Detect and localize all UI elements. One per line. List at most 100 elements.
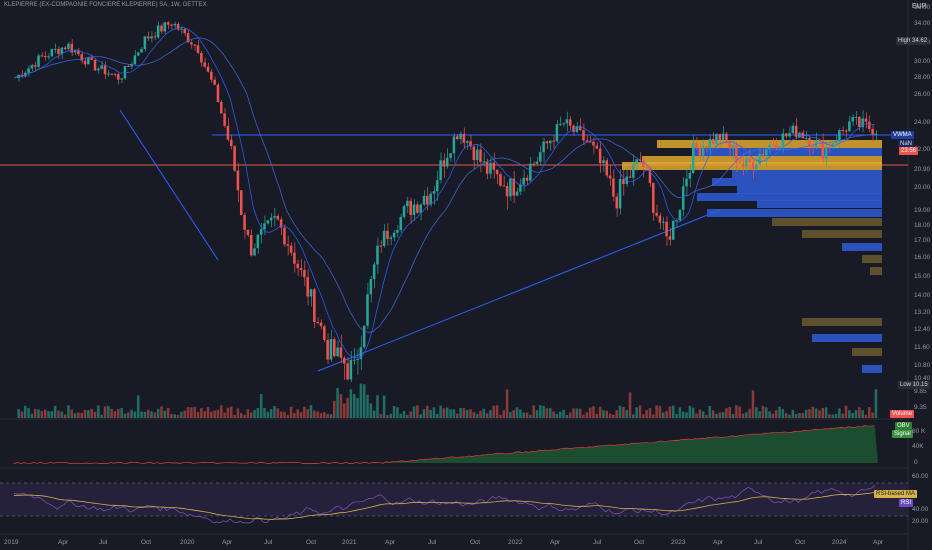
candle-body [688, 172, 692, 179]
candle-body [249, 235, 253, 256]
volume-bar [246, 409, 250, 418]
candle-body [791, 125, 795, 134]
candle-body [163, 22, 167, 32]
volume-bar [711, 410, 715, 418]
currency-label: EUR [912, 3, 927, 10]
volume-bar [256, 407, 260, 418]
candle-body [296, 263, 299, 269]
candle-body [246, 229, 250, 236]
candle-body [143, 36, 147, 49]
volume-bar [778, 406, 781, 418]
candle-body [462, 133, 466, 143]
candle-body [70, 43, 74, 53]
volume-bar [130, 409, 133, 418]
volume-bar [612, 414, 615, 418]
price-tick-label: 34.00 [914, 20, 931, 27]
time-tick-label: Oct [306, 539, 317, 546]
candle-body [33, 65, 37, 67]
volume-bar [808, 409, 811, 418]
volume-bar [306, 409, 309, 418]
high-value: 34.62 [912, 38, 928, 44]
volume-bar [329, 414, 333, 418]
volume-bar [492, 405, 496, 418]
time-tick-label: 2019 [4, 539, 19, 546]
candle-body [210, 71, 213, 80]
candle-body [193, 44, 196, 46]
candle-body [635, 159, 638, 165]
volume-bar [575, 408, 579, 418]
candle-body [389, 237, 393, 239]
price-tick-label: 14.00 [914, 292, 931, 299]
volume-bar [475, 414, 479, 418]
candle-body [37, 55, 40, 67]
volume-bar [741, 413, 745, 418]
candle-body [828, 147, 831, 149]
candle-body [140, 48, 143, 53]
candle-body [701, 146, 705, 156]
candle-body [126, 65, 130, 67]
volume-bar [369, 403, 373, 418]
candle-body [568, 119, 572, 126]
candle-body [499, 174, 502, 186]
volume-bar [485, 413, 489, 418]
candle-body [53, 48, 57, 50]
volume-bar [642, 414, 645, 418]
price-tick-label: 12.40 [914, 326, 931, 333]
candle-body [266, 220, 270, 224]
volume-bar [273, 406, 276, 418]
candle-body [765, 148, 768, 156]
candle-body [595, 145, 599, 149]
volume-bar [851, 413, 854, 418]
support-trendline [317, 209, 721, 372]
candle-body [326, 339, 329, 360]
volume-bar [239, 413, 243, 418]
volume-bar [874, 389, 878, 418]
candle-body [618, 179, 622, 209]
volume-bar [120, 407, 123, 418]
volume-bar [160, 406, 163, 418]
time-tick-label: Apr [222, 539, 233, 546]
volume-bar [429, 409, 432, 418]
candle-body [545, 141, 549, 144]
obv-badge: OBV [895, 422, 912, 430]
volume-bar [771, 413, 775, 418]
volume-bar [838, 408, 841, 418]
volume-bar [834, 413, 838, 418]
candle-body [449, 153, 452, 158]
candle-body [329, 339, 333, 360]
volume-bar [263, 407, 266, 418]
volume-bar [389, 413, 393, 418]
volume-bar [595, 413, 599, 418]
candle-body [439, 160, 442, 181]
time-tick-label: Oct [141, 539, 152, 546]
candle-body [409, 200, 412, 215]
volume-bar [469, 409, 472, 418]
volume-bar [183, 410, 186, 418]
candle-body [784, 133, 788, 137]
volume-bar [416, 405, 419, 418]
candle-body [818, 140, 821, 142]
volume-bar [103, 406, 107, 418]
candle-body [578, 126, 582, 131]
candle-body [236, 170, 240, 191]
volume-bar [70, 409, 74, 418]
candle-body [77, 50, 80, 55]
candle-body [399, 216, 402, 231]
candle-body [27, 68, 30, 73]
volume-bar [655, 405, 658, 418]
volume-profile-bar [802, 230, 882, 238]
volume-bar [685, 412, 688, 418]
volume-bar [50, 411, 54, 418]
volume-bar [449, 409, 452, 418]
candle-body [549, 140, 552, 144]
volume-bar [545, 408, 549, 418]
candle-body [592, 141, 595, 146]
candle-body [90, 57, 93, 60]
price-tick-label: 20.00 [914, 184, 931, 191]
volume-bar [359, 383, 363, 418]
volume-bar [794, 413, 798, 418]
candle-body [781, 133, 785, 147]
volume-bar [386, 414, 389, 418]
